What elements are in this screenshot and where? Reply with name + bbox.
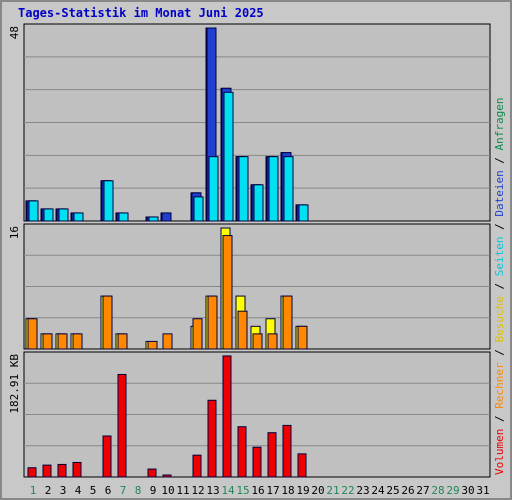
legend-anfragen: Anfragen	[493, 97, 506, 150]
legend-seiten: Seiten	[493, 237, 506, 277]
bar-rechner-day-12	[192, 318, 203, 350]
x-axis-day-label: 3	[60, 484, 67, 497]
legend-separator: /	[493, 276, 506, 296]
bar-volumen-day-12	[192, 454, 202, 478]
y-axis-max-label: 182.91 KB	[8, 354, 21, 414]
x-axis-day-label: 19	[296, 484, 309, 497]
bar-volumen-day-10	[162, 474, 172, 478]
bar-seiten-day-15	[238, 156, 249, 222]
legend: Volumen / Rechner / Besuche / Seiten / D…	[493, 97, 506, 475]
bar-volumen-day-2	[42, 464, 52, 478]
bar-seiten-day-19	[298, 204, 309, 222]
bar-rechner-day-17	[267, 333, 278, 350]
legend-volumen: Volumen	[493, 429, 506, 475]
bar-volumen-day-3	[57, 463, 67, 478]
x-axis-day-label: 18	[281, 484, 294, 497]
x-axis-day-label: 30	[461, 484, 474, 497]
x-axis-day-label: 4	[75, 484, 82, 497]
x-axis-day-label: 28	[431, 484, 444, 497]
bar-volumen-day-6	[102, 435, 112, 478]
bar-seiten-day-18	[283, 156, 294, 222]
bar-dateien-day-10	[161, 212, 172, 222]
bar-volumen-day-7	[117, 373, 127, 478]
legend-rechner: Rechner	[493, 362, 506, 409]
x-axis-day-label: 7	[120, 484, 127, 497]
bar-volumen-day-17	[267, 432, 277, 478]
legend-besuche: Besuche	[493, 296, 506, 342]
bar-rechner-day-18	[282, 295, 293, 350]
x-axis-day-label: 22	[341, 484, 354, 497]
bar-rechner-day-6	[102, 295, 113, 350]
bar-seiten-day-16	[253, 184, 264, 222]
bar-volumen-day-16	[252, 446, 262, 478]
x-axis-day-label: 10	[161, 484, 174, 497]
svg-text:Volumen / Rechner / Besuche /: Volumen / Rechner / Besuche / Seiten / D…	[493, 97, 506, 475]
bar-rechner-day-7	[117, 333, 128, 350]
bar-rechner-day-4	[72, 333, 83, 350]
x-axis-day-label: 2	[45, 484, 52, 497]
bar-volumen-day-14	[222, 355, 232, 478]
x-axis-day-label: 11	[176, 484, 189, 497]
bar-rechner-day-2	[42, 333, 53, 350]
x-axis-day-label: 14	[221, 484, 235, 497]
bar-volumen-day-15	[237, 426, 247, 478]
bar-volumen-day-4	[72, 461, 82, 478]
x-axis-day-label: 13	[206, 484, 219, 497]
bar-seiten-day-4	[73, 212, 84, 222]
bar-seiten-day-1	[28, 200, 39, 222]
y-axis-max-label: 16	[8, 226, 21, 239]
x-axis-day-label: 29	[446, 484, 459, 497]
bar-rechner-day-19	[297, 325, 308, 350]
x-axis-day-label: 26	[401, 484, 414, 497]
legend-separator: /	[493, 343, 506, 363]
bar-seiten-day-12	[193, 196, 204, 222]
bar-seiten-day-6	[103, 180, 114, 222]
bar-seiten-day-17	[268, 156, 279, 222]
x-axis-day-label: 24	[371, 484, 385, 497]
bar-rechner-day-13	[207, 295, 218, 350]
x-axis-day-label: 9	[150, 484, 157, 497]
x-axis-day-label: 31	[476, 484, 489, 497]
bar-rechner-day-16	[252, 333, 263, 350]
bar-seiten-day-13	[208, 156, 219, 222]
x-axis-day-label: 21	[326, 484, 339, 497]
bar-volumen-day-13	[207, 399, 217, 478]
x-axis-day-label: 23	[356, 484, 369, 497]
x-axis-day-label: 17	[266, 484, 279, 497]
bar-volumen-day-9	[147, 468, 157, 478]
bar-rechner-day-3	[57, 333, 68, 350]
bar-seiten-day-7	[118, 212, 129, 222]
bar-volumen-day-19	[297, 453, 307, 478]
bar-seiten-day-3	[58, 208, 69, 222]
x-axis-day-label: 8	[135, 484, 142, 497]
legend-separator: /	[493, 409, 506, 429]
bar-seiten-day-9	[148, 216, 159, 222]
y-axis-max-label: 48	[8, 26, 21, 39]
legend-dateien: Dateien	[493, 170, 506, 216]
legend-separator: /	[493, 150, 506, 170]
bar-rechner-day-14	[222, 235, 233, 350]
bar-rechner-day-1	[27, 318, 38, 350]
x-axis-day-label: 25	[386, 484, 399, 497]
x-axis-day-label: 5	[90, 484, 97, 497]
bar-rechner-day-15	[237, 310, 248, 350]
x-axis-day-label: 20	[311, 484, 324, 497]
bar-rechner-day-9	[147, 340, 158, 350]
bar-rechner-day-10	[162, 333, 173, 350]
bar-seiten-day-2	[43, 208, 54, 222]
x-axis-day-label: 27	[416, 484, 429, 497]
x-axis-day-label: 16	[251, 484, 264, 497]
bar-volumen-day-1	[27, 467, 37, 478]
bar-volumen-day-18	[282, 424, 292, 478]
x-axis-day-label: 15	[236, 484, 249, 497]
x-axis-day-label: 1	[30, 484, 37, 497]
x-axis-day-label: 6	[105, 484, 112, 497]
bar-seiten-day-14	[223, 91, 234, 222]
legend-separator: /	[493, 217, 506, 237]
x-axis-day-label: 12	[191, 484, 204, 497]
chart-title: Tages-Statistik im Monat Juni 2025	[18, 6, 264, 20]
